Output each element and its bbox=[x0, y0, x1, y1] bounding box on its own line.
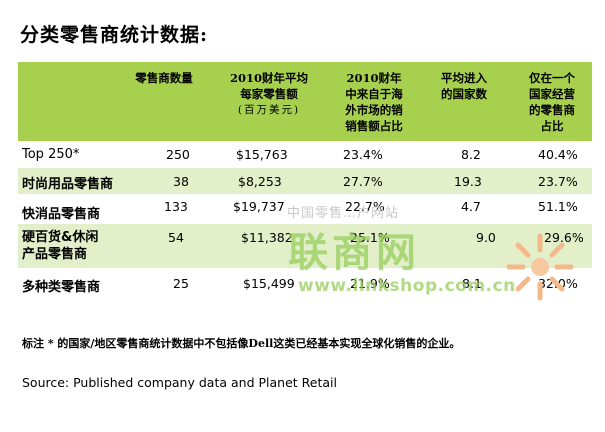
footnote: 标注 * 的国家/地区零售商统计数据中不包括像Dell这类已经基本实现全球化销售… bbox=[22, 337, 461, 350]
row-label-line: 硬百货&休闲 bbox=[22, 230, 99, 245]
header-retailer-count: 零售商数量 bbox=[116, 70, 212, 86]
row-label: 快消品零售商 bbox=[22, 207, 101, 222]
cell-count: 25 bbox=[173, 276, 189, 291]
cell-avg: $19,737 bbox=[233, 199, 285, 214]
cell-countries: 9.0 bbox=[476, 230, 496, 245]
stats-table: 零售商数量 2010财年平均 每家零售额 (百万美元) 2010财年 中来自于海… bbox=[18, 62, 592, 298]
cell-single: 29.6% bbox=[544, 230, 584, 245]
header-foreign-share: 2010财年 中来自于海 外市场的销 销售额占比 bbox=[326, 70, 422, 134]
header-line: 零售商数量 bbox=[135, 71, 193, 85]
cell-avg: $8,253 bbox=[238, 174, 282, 189]
table-header: 零售商数量 2010财年平均 每家零售额 (百万美元) 2010财年 中来自于海… bbox=[18, 62, 592, 141]
cell-avg: $11,382 bbox=[241, 230, 293, 245]
cell-count: 38 bbox=[173, 174, 189, 189]
cell-avg: $15,499 bbox=[243, 276, 295, 291]
header-countries: 平均进入 的国家数 bbox=[422, 70, 506, 102]
row-label: 时尚用品零售商 bbox=[22, 177, 114, 192]
cell-count: 133 bbox=[164, 199, 188, 214]
cell-count: 250 bbox=[166, 147, 190, 162]
header-line: 外市场的销 bbox=[345, 103, 403, 117]
header-single-country: 仅在一个 国家经营 的零售商 占比 bbox=[512, 70, 592, 134]
row-label: Top 250* bbox=[22, 147, 80, 162]
cell-countries: 8.2 bbox=[461, 147, 481, 162]
header-line: 平均进入 bbox=[441, 71, 487, 85]
cell-foreign: 21.9% bbox=[350, 276, 390, 291]
header-line: 的零售商 bbox=[529, 103, 575, 117]
cell-foreign: 23.4% bbox=[343, 147, 383, 162]
page-title: 分类零售商统计数据: bbox=[20, 24, 209, 46]
cell-countries: 19.3 bbox=[454, 174, 482, 189]
cell-foreign: 25.1% bbox=[350, 230, 390, 245]
header-line: 占比 bbox=[540, 119, 564, 133]
table-row: Top 250* 250 $15,763 23.4% 8.2 40.4% bbox=[18, 141, 592, 168]
header-line: 2010财年 bbox=[346, 71, 402, 85]
header-line: 每家零售额 bbox=[240, 87, 298, 101]
table-row: 时尚用品零售商 38 $8,253 27.7% 19.3 23.7% bbox=[18, 168, 592, 195]
header-line: 的国家数 bbox=[441, 87, 487, 101]
cell-avg: $15,763 bbox=[236, 147, 288, 162]
header-line: 中来自于海 bbox=[345, 87, 403, 101]
cell-single: 40.4% bbox=[538, 147, 578, 162]
header-line: 2010财年平均 bbox=[229, 71, 308, 85]
header-line: 仅在一个 bbox=[529, 71, 575, 85]
cell-single: 23.7% bbox=[538, 174, 578, 189]
cell-count: 54 bbox=[168, 230, 184, 245]
cell-single: 32.0% bbox=[538, 276, 578, 291]
table-row: 快消品零售商 133 $19,737 22.7% 4.7 51.1% bbox=[18, 195, 592, 224]
table-row: 硬百货&休闲 产品零售商 54 $11,382 25.1% 9.0 29.6% bbox=[18, 224, 592, 269]
cell-foreign: 27.7% bbox=[343, 174, 383, 189]
cell-single: 51.1% bbox=[538, 199, 578, 214]
cell-countries: 4.7 bbox=[461, 199, 481, 214]
cell-foreign: 22.7% bbox=[345, 199, 385, 214]
row-label-line: 产品零售商 bbox=[22, 247, 88, 262]
cell-countries: 8.1 bbox=[462, 276, 482, 291]
table-row: 多种类零售商 25 $15,499 21.9% 8.1 32.0% bbox=[18, 269, 592, 298]
header-line: 国家经营 bbox=[529, 87, 575, 101]
source-line: Source: Published company data and Plane… bbox=[22, 375, 337, 390]
header-line: 销售额占比 bbox=[345, 119, 403, 133]
header-avg-sales: 2010财年平均 每家零售额 (百万美元) bbox=[214, 70, 324, 118]
row-label: 多种类零售商 bbox=[22, 280, 101, 295]
row-label: 硬百货&休闲 产品零售商 bbox=[22, 229, 98, 263]
header-subline: (百万美元) bbox=[237, 104, 301, 116]
